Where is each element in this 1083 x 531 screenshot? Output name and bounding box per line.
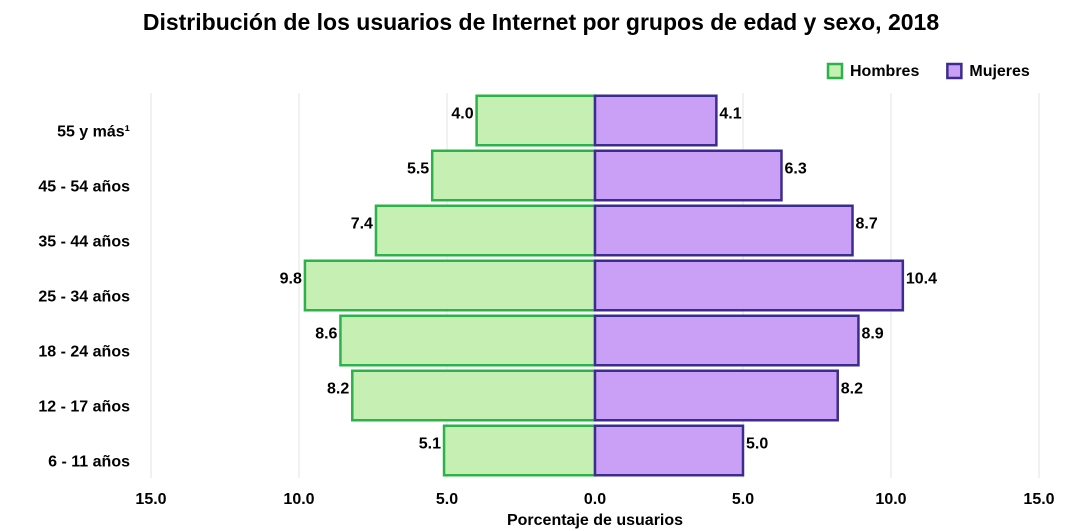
y-tick-label: 45 - 54 años [38, 179, 130, 196]
data-label: 6.3 [784, 161, 806, 178]
data-label: 10.4 [906, 271, 937, 288]
x-tick-label: 10.0 [875, 491, 906, 508]
legend-swatch [946, 62, 963, 80]
bar [593, 259, 905, 312]
data-label: 7.4 [351, 216, 373, 233]
data-label: 8.9 [861, 326, 883, 343]
legend-swatch [826, 62, 844, 80]
y-tick-label: 12 - 17 años [38, 399, 130, 416]
bar [351, 369, 597, 422]
y-tick-label: 6 - 11 años [48, 454, 130, 471]
y-tick-label: 35 - 44 años [38, 234, 130, 251]
bar [593, 369, 839, 422]
data-label: 8.2 [841, 381, 863, 398]
y-tick-label: 55 y más¹ [57, 124, 130, 141]
x-tick-label: 0.0 [584, 491, 606, 508]
y-tick-label: 18 - 24 años [38, 344, 130, 361]
bar [374, 204, 597, 257]
bar [593, 94, 718, 147]
legend-label: Hombres [850, 63, 919, 80]
x-tick-label: 15.0 [1023, 491, 1054, 508]
x-tick-label: 5.0 [732, 491, 754, 508]
data-label: 5.0 [746, 436, 768, 453]
bar [593, 204, 854, 257]
data-label: 8.2 [327, 381, 349, 398]
y-tick-label: 25 - 34 años [38, 289, 130, 306]
data-label: 9.8 [280, 271, 302, 288]
bar [593, 314, 860, 367]
bar [303, 259, 597, 312]
bar [593, 149, 783, 202]
legend-label: Mujeres [969, 63, 1030, 80]
bar [339, 314, 597, 367]
data-label: 8.7 [856, 216, 878, 233]
data-label: 5.5 [407, 161, 429, 178]
x-tick-label: 15.0 [135, 491, 166, 508]
data-label: 4.1 [719, 106, 741, 123]
data-label: 8.6 [315, 326, 337, 343]
x-tick-label: 5.0 [436, 491, 458, 508]
x-tick-label: 10.0 [283, 491, 314, 508]
bar [593, 424, 745, 477]
data-label: 5.1 [419, 436, 441, 453]
bar [475, 94, 597, 147]
x-axis-label: Porcentaje de usuarios [507, 512, 683, 529]
bar [442, 424, 597, 477]
chart-title: Distribución de los usuarios de Internet… [143, 9, 939, 35]
data-label: 4.0 [451, 106, 473, 123]
bar [430, 149, 597, 202]
